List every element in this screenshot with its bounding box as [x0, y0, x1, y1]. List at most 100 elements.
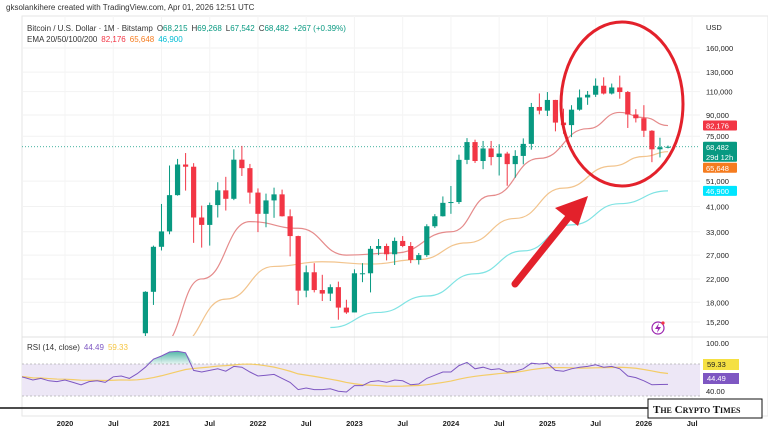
candle-body: [335, 287, 341, 308]
rsi-legend: RSI (14, close) 44.49 59.33: [27, 343, 129, 352]
candle-body: [416, 255, 422, 260]
candle-body: [223, 190, 229, 199]
time-tick: 2025: [539, 419, 556, 428]
candle-body: [367, 248, 374, 274]
candle-body: [633, 114, 639, 119]
rsi-ma-badge-text: 59.33: [707, 360, 726, 369]
candle-body: [617, 87, 623, 93]
gridlines: [22, 16, 700, 400]
price-tick: 15,200: [706, 318, 729, 327]
candle: [504, 151, 510, 186]
candle: [440, 196, 446, 217]
candle-body: [183, 164, 189, 167]
countdown-text: 29d 12h: [706, 153, 733, 162]
ema-lines: [171, 111, 669, 336]
time-tick: Jul: [204, 419, 215, 428]
lightning-icon[interactable]: [651, 321, 665, 335]
rsi-ma-line: [22, 363, 669, 387]
candle: [335, 281, 341, 320]
candle-body: [544, 99, 550, 111]
rsi-badge: [703, 373, 739, 384]
candle-body: [432, 216, 438, 227]
candle-body: [488, 148, 494, 158]
candle-body: [207, 205, 213, 225]
price-tick: 110,000: [706, 88, 733, 97]
time-tick: 2022: [250, 419, 267, 428]
candle: [166, 165, 173, 235]
rsi-tick-bottom: 40.00: [706, 387, 725, 396]
candle: [158, 203, 165, 251]
candle: [585, 90, 591, 105]
time-tick: Jul: [108, 419, 119, 428]
candle: [150, 245, 157, 305]
candle-body: [440, 202, 446, 217]
candle-body: [215, 190, 221, 206]
time-tick: Jul: [590, 419, 601, 428]
candle-body: [191, 166, 197, 218]
candle: [464, 138, 470, 165]
candle-body: [512, 155, 518, 165]
candle: [343, 299, 349, 314]
time-tick: Jul: [687, 419, 698, 428]
price-axis[interactable]: 160,000130,000110,00090,00075,00051,0004…: [703, 44, 737, 327]
candle-body: [263, 200, 269, 214]
candle: [448, 185, 454, 214]
time-axis[interactable]: 2020 Jul 2021 Jul 2022 Jul 2023 Jul 2024 Jul 2025 J…: [57, 419, 698, 428]
candle: [601, 77, 607, 95]
candle-body: [199, 217, 205, 225]
candle: [408, 242, 414, 264]
candle-body: [496, 153, 502, 158]
candle-body: [408, 245, 414, 260]
red-arrow: [511, 196, 588, 288]
candle-body: [424, 226, 430, 256]
ema-line-1: [171, 111, 669, 336]
price-tick: 27,000: [706, 251, 729, 260]
candle-body: [158, 231, 165, 247]
candle-body: [311, 272, 317, 291]
candle-body: [174, 164, 181, 196]
candle: [367, 245, 374, 293]
candle-body: [665, 146, 671, 148]
candle: [496, 144, 502, 176]
candle: [528, 102, 534, 150]
price-tick: 18,000: [706, 298, 729, 307]
candle: [279, 189, 285, 217]
price-tick: 130,000: [706, 68, 733, 77]
candle: [520, 138, 526, 165]
candle-body: [359, 273, 366, 275]
candle-body: [649, 130, 655, 150]
rsi-tick-top: 100.00: [706, 339, 729, 348]
candle: [223, 176, 229, 211]
candle: [359, 263, 366, 283]
candle: [649, 130, 655, 163]
candle: [424, 224, 430, 257]
candle: [536, 93, 542, 115]
candle: [263, 193, 269, 228]
candle-body: [576, 97, 583, 110]
candle: [231, 149, 237, 201]
candle: [617, 75, 623, 99]
candle-body: [271, 194, 277, 201]
candle-body: [456, 159, 462, 203]
price-badge-text: 82,176: [706, 122, 729, 131]
candle-body: [528, 106, 534, 144]
rsi-line: [22, 350, 669, 393]
candle: [544, 92, 550, 117]
candle-body: [375, 245, 382, 249]
price-tick: 22,000: [706, 275, 729, 284]
candle: [375, 239, 382, 256]
price-badge-text: 46,900: [706, 187, 729, 196]
candle-body: [472, 142, 478, 162]
candle: [215, 182, 221, 218]
candle-body: [641, 118, 647, 131]
candle: [327, 284, 333, 302]
candle: [416, 252, 422, 265]
candle-body: [343, 307, 349, 313]
candle: [351, 269, 358, 313]
candle-body: [480, 148, 486, 162]
candle: [319, 274, 325, 302]
legend-ohlc: Bitcoin / U.S. Dollar · 1M · Bitstamp O68…: [27, 24, 346, 33]
candle: [512, 150, 518, 178]
candle-body: [351, 273, 358, 313]
